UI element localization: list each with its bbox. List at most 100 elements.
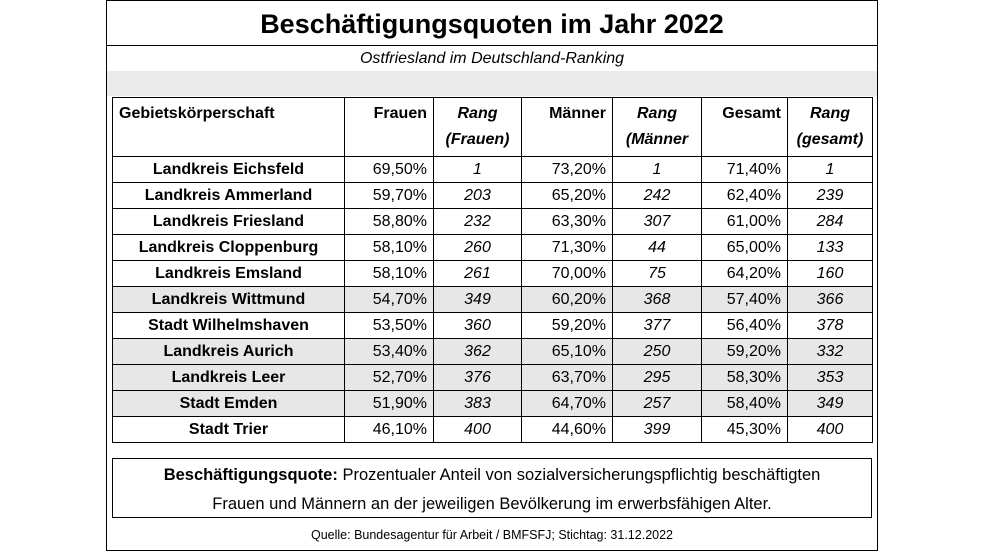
cell-name: Stadt Wilhelmshaven bbox=[112, 312, 345, 339]
cell-name: Landkreis Aurich bbox=[112, 338, 345, 365]
cell-name: Landkreis Wittmund bbox=[112, 286, 345, 313]
cell-gesamt: 58,40% bbox=[701, 390, 788, 417]
source-note: Quelle: Bundesagentur für Arbeit / BMFSF… bbox=[310, 528, 673, 542]
cell-maenner: 65,20% bbox=[521, 182, 613, 209]
cell-maenner: 65,10% bbox=[521, 338, 613, 365]
cell-rang-gesamt: 332 bbox=[787, 338, 873, 365]
cell-rang-gesamt: 349 bbox=[787, 390, 873, 417]
header-rang-maenner: Rang (Männer bbox=[612, 97, 702, 157]
cell-rang-frauen: 362 bbox=[433, 338, 522, 365]
cell-frauen: 46,10% bbox=[344, 416, 434, 443]
cell-frauen: 54,70% bbox=[344, 286, 434, 313]
cell-rang-maenner: 399 bbox=[612, 416, 702, 443]
cell-rang-maenner: 295 bbox=[612, 364, 702, 391]
table-row: Landkreis Eichsfeld 69,50% 1 73,20% 1 71… bbox=[112, 156, 873, 183]
cell-rang-frauen: 261 bbox=[433, 260, 522, 287]
definition-term: Beschäftigungsquote: bbox=[163, 466, 338, 484]
cell-name: Stadt Trier bbox=[112, 416, 345, 443]
cell-rang-frauen: 400 bbox=[433, 416, 522, 443]
table-row: Stadt Emden 51,90% 383 64,70% 257 58,40%… bbox=[112, 390, 873, 417]
header-gebiet: Gebietskörperschaft bbox=[112, 97, 345, 157]
cell-frauen: 53,40% bbox=[344, 338, 434, 365]
cell-rang-frauen: 1 bbox=[433, 156, 522, 183]
cell-name: Landkreis Emsland bbox=[112, 260, 345, 287]
header-rang-maenner-line2: (Männer bbox=[625, 131, 689, 148]
header-rang-maenner-line1: Rang bbox=[637, 105, 677, 122]
cell-frauen: 69,50% bbox=[344, 156, 434, 183]
table-row: Landkreis Wittmund 54,70% 349 60,20% 368… bbox=[112, 286, 873, 313]
table-row: Landkreis Cloppenburg 58,10% 260 71,30% … bbox=[112, 234, 873, 261]
cell-rang-gesamt: 366 bbox=[787, 286, 873, 313]
header-maenner: Männer bbox=[521, 97, 613, 157]
cell-rang-gesamt: 1 bbox=[787, 156, 873, 183]
cell-rang-frauen: 376 bbox=[433, 364, 522, 391]
cell-maenner: 70,00% bbox=[521, 260, 613, 287]
cell-frauen: 53,50% bbox=[344, 312, 434, 339]
cell-frauen: 58,10% bbox=[344, 234, 434, 261]
cell-rang-gesamt: 400 bbox=[787, 416, 873, 443]
cell-gesamt: 65,00% bbox=[701, 234, 788, 261]
header-rang-frauen-line2: (Frauen) bbox=[445, 131, 510, 148]
table-row: Landkreis Friesland 58,80% 232 63,30% 30… bbox=[112, 208, 873, 235]
table-header-row: Gebietskörperschaft Frauen Rang (Frauen) … bbox=[112, 97, 873, 157]
table-row: Landkreis Leer 52,70% 376 63,70% 295 58,… bbox=[112, 364, 873, 391]
cell-gesamt: 56,40% bbox=[701, 312, 788, 339]
cell-rang-frauen: 349 bbox=[433, 286, 522, 313]
cell-gesamt: 61,00% bbox=[701, 208, 788, 235]
gray-band bbox=[107, 71, 877, 96]
cell-gesamt: 57,40% bbox=[701, 286, 788, 313]
cell-rang-maenner: 242 bbox=[612, 182, 702, 209]
cell-name: Landkreis Ammerland bbox=[112, 182, 345, 209]
definition-line1: Prozentualer Anteil von sozialversicheru… bbox=[342, 466, 821, 484]
cell-rang-gesamt: 160 bbox=[787, 260, 873, 287]
cell-rang-frauen: 360 bbox=[433, 312, 522, 339]
cell-gesamt: 59,20% bbox=[701, 338, 788, 365]
table-row: Landkreis Aurich 53,40% 362 65,10% 250 5… bbox=[112, 338, 873, 365]
cell-frauen: 52,70% bbox=[344, 364, 434, 391]
header-rang-gesamt-line1: Rang bbox=[810, 105, 850, 122]
cell-rang-maenner: 75 bbox=[612, 260, 702, 287]
table-row: Landkreis Emsland 58,10% 261 70,00% 75 6… bbox=[112, 260, 873, 287]
cell-maenner: 59,20% bbox=[521, 312, 613, 339]
cell-maenner: 44,60% bbox=[521, 416, 613, 443]
cell-rang-maenner: 1 bbox=[612, 156, 702, 183]
header-rang-gesamt: Rang (gesamt) bbox=[787, 97, 873, 157]
cell-rang-maenner: 257 bbox=[612, 390, 702, 417]
cell-rang-maenner: 377 bbox=[612, 312, 702, 339]
cell-name: Landkreis Eichsfeld bbox=[112, 156, 345, 183]
cell-frauen: 51,90% bbox=[344, 390, 434, 417]
cell-gesamt: 62,40% bbox=[701, 182, 788, 209]
definition-line2: Frauen und Männern an der jeweiligen Bev… bbox=[212, 495, 772, 513]
table-row: Stadt Wilhelmshaven 53,50% 360 59,20% 37… bbox=[112, 312, 873, 339]
header-rang-frauen: Rang (Frauen) bbox=[433, 97, 522, 157]
cell-rang-frauen: 203 bbox=[433, 182, 522, 209]
cell-rang-gesamt: 353 bbox=[787, 364, 873, 391]
infographic-frame: Beschäftigungsquoten im Jahr 2022 Ostfri… bbox=[106, 0, 878, 551]
cell-frauen: 58,80% bbox=[344, 208, 434, 235]
cell-rang-gesamt: 133 bbox=[787, 234, 873, 261]
page-title: Beschäftigungsquoten im Jahr 2022 bbox=[260, 9, 724, 39]
cell-gesamt: 45,30% bbox=[701, 416, 788, 443]
table-row: Landkreis Ammerland 59,70% 203 65,20% 24… bbox=[112, 182, 873, 209]
cell-maenner: 60,20% bbox=[521, 286, 613, 313]
header-rang-frauen-line1: Rang bbox=[457, 105, 498, 122]
header-gesamt: Gesamt bbox=[701, 97, 788, 157]
cell-rang-frauen: 383 bbox=[433, 390, 522, 417]
cell-maenner: 64,70% bbox=[521, 390, 613, 417]
header-frauen: Frauen bbox=[344, 97, 434, 157]
cell-maenner: 73,20% bbox=[521, 156, 613, 183]
cell-gesamt: 71,40% bbox=[701, 156, 788, 183]
definition-box: Beschäftigungsquote: Prozentualer Anteil… bbox=[112, 458, 872, 518]
cell-gesamt: 64,20% bbox=[701, 260, 788, 287]
cell-rang-maenner: 250 bbox=[612, 338, 702, 365]
employment-rate-table: Gebietskörperschaft Frauen Rang (Frauen) … bbox=[112, 97, 873, 443]
cell-rang-gesamt: 378 bbox=[787, 312, 873, 339]
table-row: Stadt Trier 46,10% 400 44,60% 399 45,30%… bbox=[112, 416, 873, 443]
cell-rang-maenner: 44 bbox=[612, 234, 702, 261]
cell-rang-frauen: 232 bbox=[433, 208, 522, 235]
cell-rang-gesamt: 239 bbox=[787, 182, 873, 209]
cell-maenner: 71,30% bbox=[521, 234, 613, 261]
cell-name: Landkreis Cloppenburg bbox=[112, 234, 345, 261]
title-divider bbox=[107, 45, 877, 46]
cell-maenner: 63,30% bbox=[521, 208, 613, 235]
